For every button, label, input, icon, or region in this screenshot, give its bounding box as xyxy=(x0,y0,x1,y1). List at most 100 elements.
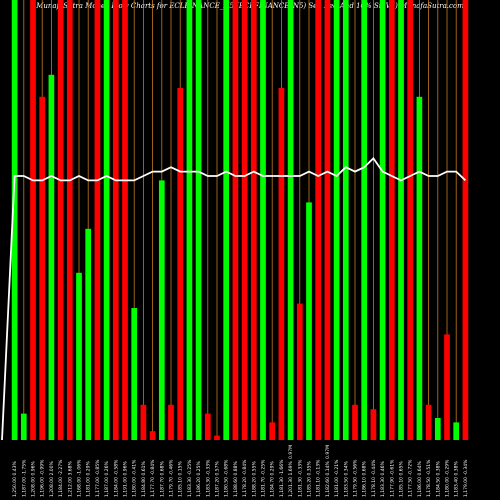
x-tick-label: 1,183.30 -0.25% xyxy=(187,459,193,497)
bar xyxy=(342,0,349,440)
bar xyxy=(361,0,368,440)
x-tick-label: 1,181.70 -0.25% xyxy=(261,459,267,497)
x-tick-label: 1,187.70 0.68% xyxy=(159,461,165,497)
x-tick-label: 1,185.10 0.65% xyxy=(399,461,405,497)
x-tick-label: 1,181.30 -0.33% xyxy=(297,459,303,497)
x-tick-label: 1,180.50 -0.68% xyxy=(224,459,230,497)
bar xyxy=(30,0,36,440)
x-tick-label: 1,186.20 0.25% xyxy=(196,461,202,497)
x-tick-label: 1,184.00 -2.27% xyxy=(58,459,64,497)
bar xyxy=(85,228,92,440)
x-tick-label: 1,180.00 -0.29% xyxy=(445,459,451,497)
bars xyxy=(11,0,469,441)
x-tick-label: 1,196.00 -0.99% xyxy=(40,459,46,497)
bar xyxy=(20,413,27,440)
bar xyxy=(39,96,46,441)
x-tick-label: 1,184.80 0.61% xyxy=(141,461,147,497)
bar xyxy=(94,0,101,440)
bar xyxy=(260,0,266,440)
x-tick-label: 1,182.60 0.14% xyxy=(325,461,331,497)
x-tick-label: 1,181.00 0.29% xyxy=(86,461,92,497)
x-tick-label: 1,181.00 -0.21% xyxy=(334,459,340,497)
bar xyxy=(214,435,220,440)
bar xyxy=(48,74,55,441)
bar xyxy=(315,0,322,440)
bar xyxy=(398,0,404,440)
bar xyxy=(287,0,294,440)
x-tick-label: 1,180.00 -0.41% xyxy=(132,459,138,497)
x-tick-label: 1,208.00 0.96% xyxy=(31,461,37,497)
bar xyxy=(324,0,331,440)
bar xyxy=(306,202,312,440)
x-tick-label: 1,177.90 -0.61% xyxy=(389,459,395,497)
bar xyxy=(241,0,248,440)
bar xyxy=(11,0,18,440)
bar xyxy=(204,413,211,440)
x-tick-label: 1,186.00 0.64% xyxy=(417,461,423,497)
bar xyxy=(223,0,230,440)
x-tick-label: 1,188.20 0.55% xyxy=(251,461,257,497)
x-tick-label: 1,181.10 -0.13% xyxy=(316,459,322,497)
bar xyxy=(177,88,184,440)
grid-lines xyxy=(14,0,466,440)
x-tick-label: 1,179.00 -0.34% xyxy=(463,459,469,497)
price-line-layer xyxy=(1,157,467,441)
x-tick-label: 1,183.30 0.46% xyxy=(380,461,386,497)
x-tick-label: 1,187.20 0.57% xyxy=(215,461,221,497)
x-tick-label: 1,185.20 0.35% xyxy=(307,461,313,497)
chart-title: MunafaSutra Money Flow Charts for ECLFIN… xyxy=(36,2,464,10)
bar xyxy=(352,404,358,440)
volume-label: 0.97M xyxy=(325,445,331,459)
bar xyxy=(416,96,423,441)
bar xyxy=(66,0,73,440)
x-tick-label: 1,250.00 0.43% xyxy=(12,461,18,497)
x-tick-label: 1,184.70 0.29% xyxy=(270,461,276,497)
x-tick-label: 1,186.10 0.68% xyxy=(362,461,368,497)
bar xyxy=(250,0,257,440)
bar xyxy=(232,0,239,440)
x-tick-label: 1,184.50 0.38% xyxy=(435,461,441,497)
bar xyxy=(186,0,193,440)
bar xyxy=(195,0,202,440)
x-tick-label: 1,177.00 -0.85% xyxy=(95,459,101,497)
bar xyxy=(140,404,147,440)
x-tick-label: 1,178.50 -0.51% xyxy=(426,459,432,497)
x-tick-label: 1,208.00 2.00% xyxy=(49,461,55,497)
price-line xyxy=(1,157,467,441)
x-tick-label: 1,188.60 0.88% xyxy=(233,461,239,497)
bar xyxy=(333,0,340,440)
x-tick-label: 1,181.30 -1.66% xyxy=(279,459,285,497)
x-tick-label: 1,177.70 -0.84% xyxy=(150,459,156,497)
bar xyxy=(462,0,469,440)
bar xyxy=(370,409,377,440)
x-tick-label: 1,177.50 -0.72% xyxy=(408,459,414,497)
bar xyxy=(76,272,82,440)
x-tick-label: 1,178.10 -0.44% xyxy=(371,459,377,497)
x-tick-label: 1,187.00 0.26% xyxy=(104,461,110,497)
volume-label: 0.97M xyxy=(288,445,294,459)
bar xyxy=(149,431,156,440)
x-axis-labels: 1,250.00 0.43% 1,187.00 -1.75% 1,208.00 0.… xyxy=(12,445,469,497)
x-tick-label: 1,187.00 -1.75% xyxy=(21,459,27,497)
x-tick-label: 1,212.00 3.68% xyxy=(67,461,73,497)
bar xyxy=(444,334,450,440)
x-tick-label: 1,184.00 -0.58% xyxy=(113,459,119,497)
bar xyxy=(158,180,165,440)
x-tick-label: 1,183.40 0.38% xyxy=(454,461,460,497)
bar xyxy=(425,404,432,440)
bar xyxy=(434,418,441,440)
bar xyxy=(103,0,110,440)
x-tick-label: 1,185.10 0.15% xyxy=(178,461,184,497)
bar xyxy=(168,404,174,440)
x-tick-label: 1,201.30 1.69% xyxy=(288,461,294,497)
bar xyxy=(407,0,414,440)
bar xyxy=(453,422,460,440)
bar xyxy=(278,88,285,440)
x-tick-label: 1,183.30 -0.33% xyxy=(205,459,211,497)
x-tick-label: 1,168.00 -1.06% xyxy=(77,459,83,497)
bar xyxy=(296,303,303,440)
x-tick-label: 1,191.00 0.96% xyxy=(123,461,129,497)
bar xyxy=(131,308,138,440)
x-tick-label: 1,183.50 0.34% xyxy=(343,461,349,497)
